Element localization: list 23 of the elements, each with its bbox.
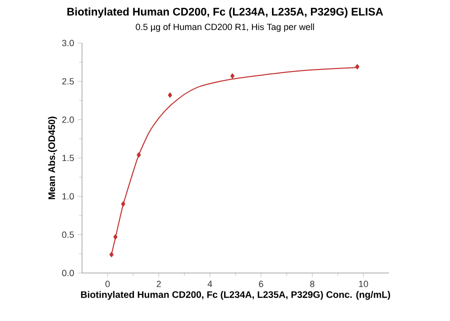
chart-title: Biotinylated Human CD200, Fc (L234A, L235A, P329G) ELISA (67, 8, 384, 18)
x-tick-label: 4 (208, 280, 212, 287)
point (230, 73, 235, 79)
x-tick-label: 0 (105, 280, 110, 288)
chart-subtitle: 0.5 µg of Human CD200 R1, His Tag per well (136, 24, 314, 32)
y-tick-label: 1.0 (62, 193, 74, 200)
y-tick-label: 0.5 (62, 231, 74, 238)
point (113, 234, 118, 240)
x-tick-label: 8 (310, 280, 314, 288)
y-tick-label: 0.0 (62, 270, 74, 276)
point (136, 152, 141, 158)
y-tick-label: 3.0 (62, 40, 74, 46)
point (109, 252, 114, 258)
y-tick-label: 1.5 (62, 154, 74, 162)
y-tick-label: 2.5 (62, 78, 74, 85)
x-tick-label: 10 (359, 280, 368, 288)
x-axis-title: Biotinylated Human CD200, Fc (L234A, L235A, P329G) Conc. (ng/mL) (81, 290, 390, 300)
y-tick-label: 2.0 (62, 116, 74, 123)
point (168, 92, 172, 98)
point (121, 201, 126, 207)
x-tick-label: 2 (156, 280, 161, 288)
x-tick-label: 6 (259, 280, 264, 288)
y-axis-title: Mean Abs.(OD450) (48, 116, 57, 200)
